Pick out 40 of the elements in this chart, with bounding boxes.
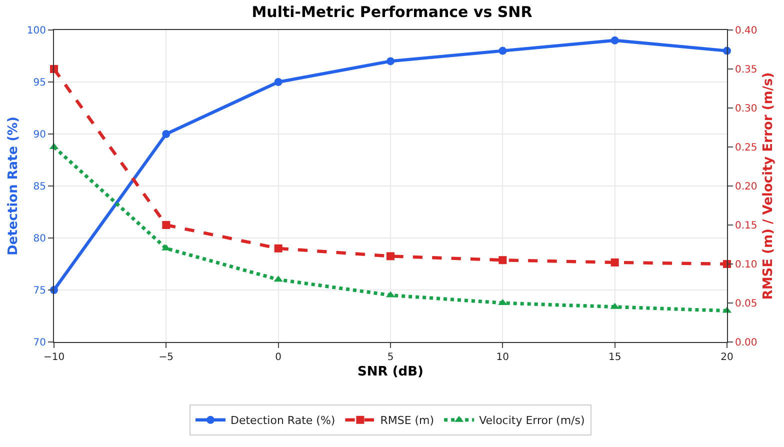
x-axis-title: SNR (dB) [358, 364, 424, 380]
point [610, 36, 619, 44]
x-tick-label: 10 [496, 352, 510, 363]
legend-label: Detection Rate (%) [230, 414, 336, 428]
y-tick-label: 75 [33, 286, 46, 296]
legend-label: Velocity Error (m/s) [479, 414, 585, 428]
x-tick-label: 15 [608, 352, 622, 363]
y2-axis-title: RMSE (m) / Velocity Error (m/s) [760, 72, 776, 300]
point [162, 130, 170, 138]
y2-tick-label: 0.10 [735, 260, 758, 270]
point [610, 258, 619, 266]
point [274, 244, 282, 252]
y2-tick-label: 0.25 [735, 142, 758, 154]
x-tick-label: −10 [43, 352, 65, 363]
point [162, 221, 170, 229]
y-tick-label: 85 [33, 182, 46, 192]
y2-tick-label: 0.30 [735, 104, 758, 114]
y-tick-label: 70 [33, 338, 46, 348]
x-tick-label: 0 [275, 352, 282, 363]
y2-tick-label: 0.05 [735, 298, 758, 310]
y2-tick-label: 0.35 [735, 64, 758, 76]
y-tick-label: 80 [33, 234, 46, 244]
point [498, 46, 507, 55]
y-tick-label: 90 [33, 130, 46, 140]
y2-tick-label: 0.00 [735, 338, 758, 348]
point [386, 57, 394, 66]
point [274, 78, 282, 86]
legend-label: RMSE (m) [380, 414, 434, 428]
x-tick-label: −5 [158, 352, 174, 363]
y-tick-label: 95 [33, 78, 46, 88]
x-tick-label: 20 [720, 352, 734, 363]
y2-tick-label: 0.40 [735, 26, 758, 36]
y-axis-title: Detection Rate (%) [6, 116, 21, 256]
y-tick-label: 100 [26, 26, 46, 36]
y2-tick-label: 0.15 [735, 220, 758, 232]
point [386, 252, 394, 260]
point [498, 256, 507, 264]
x-tick-label: 5 [387, 352, 394, 363]
y2-tick-label: 0.20 [735, 182, 758, 192]
chart-title: Multi-Metric Performance vs SNR [252, 3, 533, 22]
